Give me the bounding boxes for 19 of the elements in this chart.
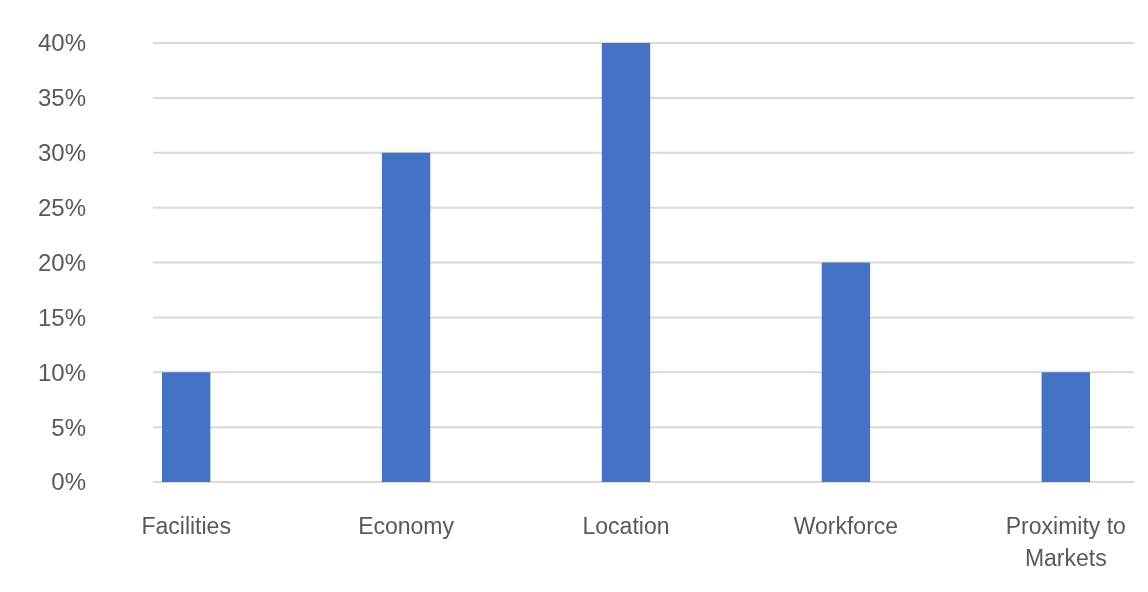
x-tick-label: Workforce xyxy=(793,513,899,539)
y-tick-label: 30% xyxy=(37,139,86,167)
x-tick-label: Proximity to Markets xyxy=(1005,513,1126,571)
bar xyxy=(821,262,871,482)
y-tick-label: 40% xyxy=(37,29,86,57)
x-tick-label: Location xyxy=(582,513,670,539)
y-tick-label: 10% xyxy=(37,358,86,386)
bar xyxy=(381,152,431,482)
y-tick-label: 5% xyxy=(51,413,86,441)
bar xyxy=(601,43,651,482)
y-tick-label: 25% xyxy=(37,194,86,222)
x-tick-label: Economy xyxy=(358,513,455,539)
x-tick-label: Facilities xyxy=(141,513,231,539)
y-tick-label: 0% xyxy=(51,468,86,496)
bar xyxy=(161,372,211,482)
y-tick-label: 15% xyxy=(37,303,86,331)
y-tick-label: 20% xyxy=(37,248,86,276)
y-tick-label: 35% xyxy=(37,84,86,112)
bar xyxy=(1041,372,1091,482)
